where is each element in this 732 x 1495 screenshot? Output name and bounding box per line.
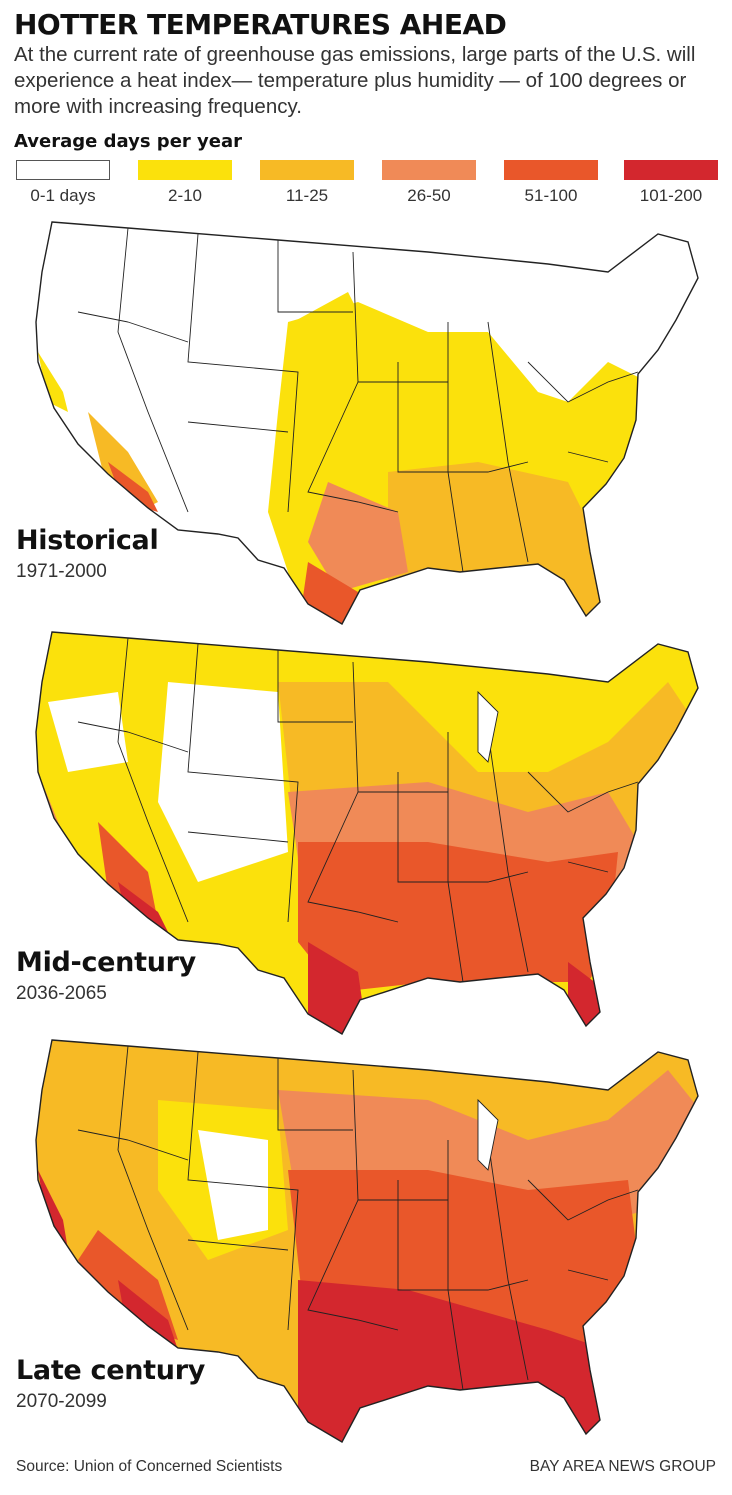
publisher-credit: BAY AREA NEWS GROUP — [529, 1458, 716, 1475]
period-years-late-century: 2070-2099 — [16, 1391, 107, 1412]
description: At the current rate of greenhouse gas em… — [14, 43, 696, 118]
legend-label-11-25: 11-25 — [285, 186, 329, 205]
legend-swatch-26-50 — [382, 160, 476, 180]
map-historical — [8, 212, 724, 632]
headline: HOTTER TEMPERATURES AHEAD — [14, 8, 507, 41]
legend-swatch-11-25 — [260, 160, 354, 180]
legend-label-51-100: 51-100 — [524, 186, 578, 205]
period-label-historical: Historical — [16, 525, 159, 556]
period-years-historical: 1971-2000 — [16, 561, 107, 582]
legend-swatch-2-10 — [138, 160, 232, 180]
source-note: Source: Union of Concerned Scientists — [16, 1458, 283, 1475]
legend-swatch-51-100 — [504, 160, 598, 180]
period-label-late-century: Late century — [16, 1355, 206, 1386]
period-label-mid-century: Mid-century — [16, 947, 196, 978]
map-mid-century — [8, 622, 724, 1042]
map-late-century — [8, 1030, 724, 1450]
legend-title: Average days per year — [14, 131, 243, 152]
legend-swatch-101-200 — [624, 160, 718, 180]
period-years-mid-century: 2036-2065 — [16, 983, 107, 1004]
legend-swatch-0-1-days — [16, 160, 110, 180]
legend-label-2-10: 2-10 — [167, 186, 203, 205]
legend-label-101-200: 101-200 — [639, 186, 703, 205]
legend-label-0-1-days: 0-1 days — [30, 186, 96, 205]
legend-label-26-50: 26-50 — [407, 186, 451, 205]
